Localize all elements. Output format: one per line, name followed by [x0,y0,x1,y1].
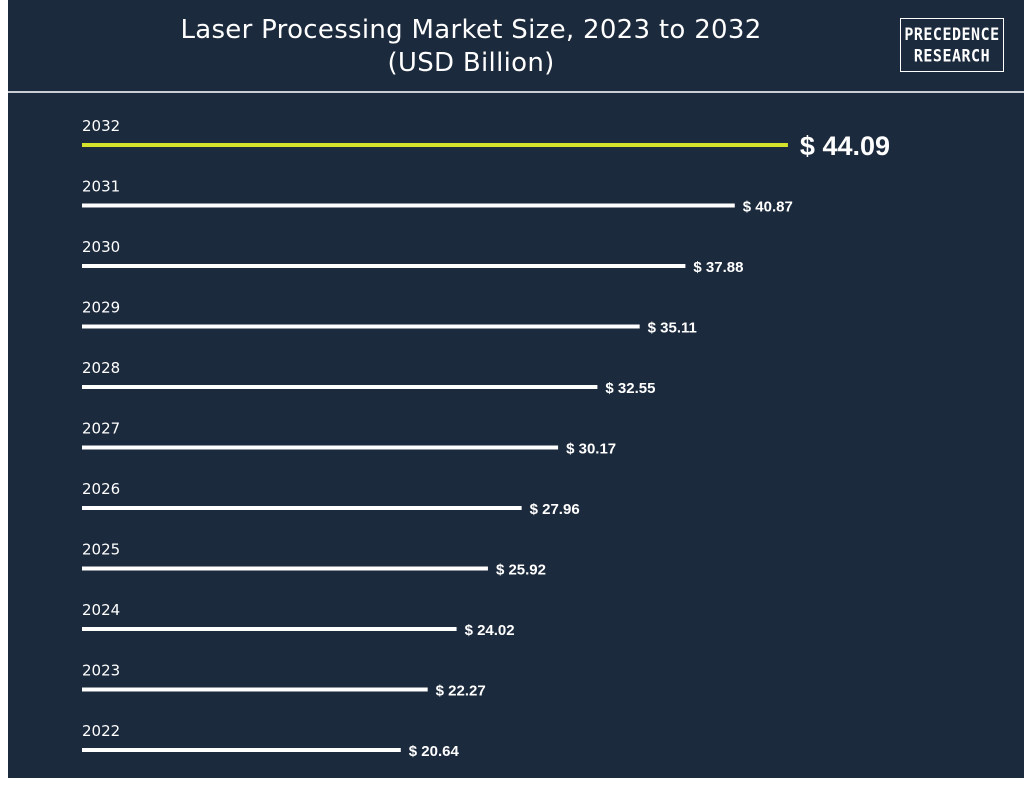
bar-2029 [82,324,640,329]
value-label-2031: $ 40.87 [743,199,793,216]
year-label-2022: 2022 [82,722,120,740]
bar-2026 [82,506,522,510]
year-label-2027: 2027 [82,420,120,438]
value-label-2029: $ 35.11 [648,320,697,337]
year-label-2024: 2024 [82,601,120,619]
year-label-2025: 2025 [82,541,120,559]
year-label-2026: 2026 [82,480,120,498]
value-label-2032: $ 44.09 [800,131,890,161]
value-label-2024: $ 24.02 [465,622,515,639]
bar-2025 [82,566,488,571]
bar-2023 [82,687,428,692]
bar-2022 [82,748,401,752]
year-label-2032: 2032 [82,117,120,135]
value-label-2028: $ 32.55 [605,380,655,397]
year-label-2023: 2023 [82,662,120,680]
bar-2031 [82,203,735,208]
brand-logo: PRECEDENCE RESEARCH [900,18,1004,72]
logo-line1: PRECEDENCE [904,23,1000,45]
bar-2028 [82,385,598,389]
chart-title-line2: (USD Billion) [387,48,555,78]
year-label-2029: 2029 [82,299,120,317]
bar-2030 [82,264,686,268]
value-label-2027: $ 30.17 [566,441,616,458]
bar-2032 [82,143,788,147]
logo-line2: RESEARCH [913,45,991,67]
value-label-2026: $ 27.96 [530,501,580,518]
chart-panel: Laser Processing Market Size, 2023 to 20… [8,0,1024,778]
header-divider [8,91,1024,93]
value-label-2022: $ 20.64 [409,743,460,760]
value-label-2030: $ 37.88 [693,259,743,276]
value-label-2023: $ 22.27 [436,683,486,700]
chart-title-line1: Laser Processing Market Size, 2023 to 20… [180,15,762,45]
bar-chart: 2032 $ 44.09 2031 $ 40.87 2030 $ 37.88 2029 $ 3… [82,117,890,760]
chart-title: Laser Processing Market Size, 2023 to 20… [8,14,934,80]
year-label-2030: 2030 [82,238,120,256]
year-label-2031: 2031 [82,178,120,196]
year-label-2028: 2028 [82,359,120,377]
bar-2024 [82,627,457,631]
bar-2027 [82,445,559,450]
value-label-2025: $ 25.92 [496,562,546,579]
